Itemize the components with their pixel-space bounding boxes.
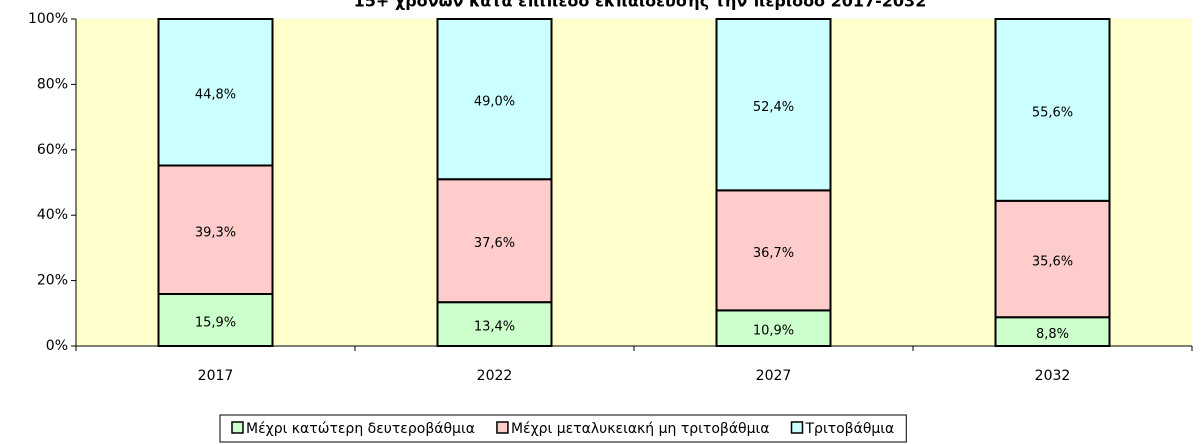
- x-tick-label: 2032: [1035, 368, 1071, 384]
- value-label: 36,7%: [753, 246, 794, 261]
- x-tick-label: 2022: [477, 368, 513, 384]
- value-label: 35,6%: [1032, 255, 1073, 270]
- y-tick-label: 0%: [46, 338, 68, 354]
- legend-label: Μέχρι κατώτερη δευτεροβάθμια: [246, 421, 475, 437]
- bar-segment: [436, 18, 553, 181]
- y-tick-label: 80%: [37, 76, 68, 92]
- legend-label: Μέχρι μεταλυκειακή μη τριτοβάθμια: [511, 421, 770, 437]
- y-tick-label: 100%: [28, 11, 68, 27]
- value-label: 52,4%: [753, 100, 794, 115]
- value-label: 13,4%: [474, 320, 515, 335]
- legend-label: Τριτοβάθμια: [805, 421, 895, 437]
- legend-swatch: [496, 421, 509, 434]
- y-tick-label: 40%: [37, 207, 68, 223]
- value-label: 10,9%: [753, 324, 794, 339]
- bar-segment: [436, 178, 553, 304]
- bar-segment: [157, 164, 274, 296]
- value-label: 49,0%: [474, 95, 515, 110]
- bar-segment: [994, 18, 1111, 202]
- chart-title: 15+ χρόνων κατά επίπεδο εκπαίδευσης την …: [354, 0, 927, 11]
- value-label: 37,6%: [474, 236, 515, 251]
- legend: Μέχρι κατώτερη δευτεροβάθμια Μέχρι μεταλυ…: [219, 414, 907, 443]
- y-tick-label: 20%: [37, 273, 68, 289]
- x-tick-label: 2027: [756, 368, 792, 384]
- value-label: 44,8%: [195, 88, 236, 103]
- bar-segment: [715, 18, 832, 192]
- bar-segment: [715, 189, 832, 312]
- value-label: 8,8%: [1036, 327, 1069, 342]
- x-tick-label: 2017: [198, 368, 234, 384]
- y-tick-label: 60%: [37, 142, 68, 158]
- value-label: 15,9%: [195, 316, 236, 331]
- value-label: 55,6%: [1032, 105, 1073, 120]
- legend-swatch: [790, 421, 804, 434]
- legend-swatch: [231, 421, 244, 434]
- bar-segment: [157, 18, 274, 167]
- value-label: 39,3%: [195, 225, 236, 240]
